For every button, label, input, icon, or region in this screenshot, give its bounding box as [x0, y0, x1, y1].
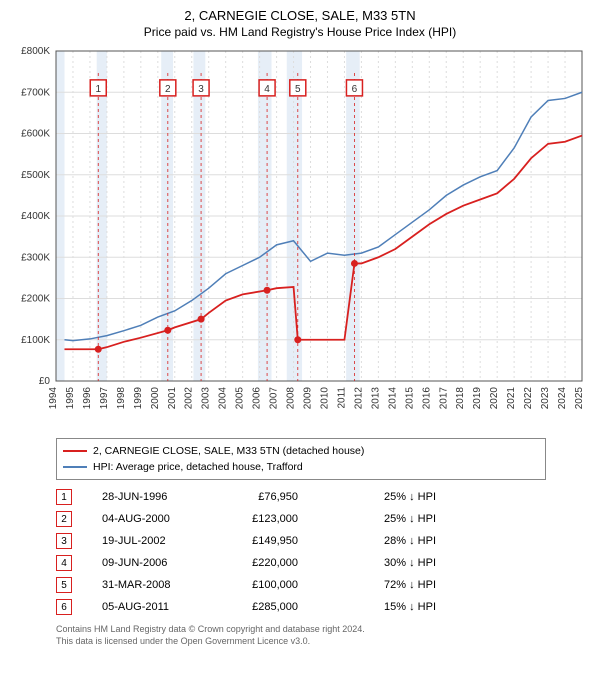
transaction-price: £76,950	[208, 491, 318, 503]
transaction-marker: 5	[56, 577, 72, 593]
svg-text:2017: 2017	[438, 387, 449, 410]
svg-text:4: 4	[264, 84, 270, 95]
legend-item: HPI: Average price, detached house, Traf…	[63, 459, 539, 475]
svg-text:2018: 2018	[455, 387, 466, 410]
table-row: 3 19-JUL-2002 £149,950 28% ↓ HPI	[56, 530, 546, 552]
svg-text:2025: 2025	[574, 387, 585, 410]
svg-text:5: 5	[295, 84, 301, 95]
svg-text:2001: 2001	[167, 387, 178, 410]
svg-text:2009: 2009	[303, 387, 314, 410]
chart-title-address: 2, CARNEGIE CLOSE, SALE, M33 5TN	[10, 8, 590, 23]
svg-text:6: 6	[352, 84, 358, 95]
table-row: 2 04-AUG-2000 £123,000 25% ↓ HPI	[56, 508, 546, 530]
svg-text:£100K: £100K	[21, 335, 50, 346]
transaction-date: 05-AUG-2011	[80, 601, 200, 613]
transaction-date: 28-JUN-1996	[80, 491, 200, 503]
transaction-price: £285,000	[208, 601, 318, 613]
table-row: 4 09-JUN-2006 £220,000 30% ↓ HPI	[56, 552, 546, 574]
transaction-diff: 72% ↓ HPI	[326, 579, 446, 591]
svg-text:2023: 2023	[540, 387, 551, 410]
transaction-marker: 3	[56, 533, 72, 549]
svg-text:2008: 2008	[286, 387, 297, 410]
legend-label: HPI: Average price, detached house, Traf…	[93, 461, 303, 473]
table-row: 1 28-JUN-1996 £76,950 25% ↓ HPI	[56, 486, 546, 508]
svg-text:£600K: £600K	[21, 129, 50, 140]
svg-text:2004: 2004	[218, 387, 229, 410]
svg-text:£300K: £300K	[21, 252, 50, 263]
footer-line: Contains HM Land Registry data © Crown c…	[56, 624, 590, 636]
transaction-diff: 28% ↓ HPI	[326, 535, 446, 547]
price-chart: £0 £100K £200K £300K £400K £500K £600K £700K £80…	[10, 45, 590, 430]
svg-text:1995: 1995	[65, 387, 76, 410]
svg-text:2014: 2014	[387, 387, 398, 410]
svg-text:£500K: £500K	[21, 170, 50, 181]
svg-text:2011: 2011	[336, 387, 347, 409]
svg-text:1997: 1997	[99, 387, 110, 410]
svg-text:1998: 1998	[116, 387, 127, 410]
svg-text:2022: 2022	[523, 387, 534, 410]
transaction-date: 31-MAR-2008	[80, 579, 200, 591]
transaction-marker: 4	[56, 555, 72, 571]
svg-text:£200K: £200K	[21, 294, 50, 305]
svg-text:£0: £0	[39, 376, 51, 387]
table-row: 5 31-MAR-2008 £100,000 72% ↓ HPI	[56, 574, 546, 596]
svg-text:2010: 2010	[319, 387, 330, 410]
transaction-date: 09-JUN-2006	[80, 557, 200, 569]
legend-swatch	[63, 466, 87, 468]
svg-text:2005: 2005	[235, 387, 246, 410]
svg-text:2003: 2003	[201, 387, 212, 410]
transaction-price: £220,000	[208, 557, 318, 569]
svg-text:3: 3	[198, 84, 204, 95]
transaction-price: £100,000	[208, 579, 318, 591]
svg-text:2020: 2020	[489, 387, 500, 410]
svg-text:2024: 2024	[557, 387, 568, 410]
svg-text:2: 2	[165, 84, 171, 95]
legend-item: 2, CARNEGIE CLOSE, SALE, M33 5TN (detach…	[63, 443, 539, 459]
svg-text:2006: 2006	[252, 387, 263, 410]
attribution-footer: Contains HM Land Registry data © Crown c…	[56, 624, 590, 647]
transaction-marker: 2	[56, 511, 72, 527]
transaction-diff: 30% ↓ HPI	[326, 557, 446, 569]
legend-label: 2, CARNEGIE CLOSE, SALE, M33 5TN (detach…	[93, 445, 364, 457]
svg-text:2007: 2007	[269, 387, 280, 410]
transaction-price: £123,000	[208, 513, 318, 525]
transaction-date: 04-AUG-2000	[80, 513, 200, 525]
svg-text:£800K: £800K	[21, 46, 50, 57]
svg-text:£400K: £400K	[21, 211, 50, 222]
svg-text:2002: 2002	[184, 387, 195, 410]
svg-text:2012: 2012	[353, 387, 364, 410]
svg-text:2016: 2016	[421, 387, 432, 410]
chart-legend: 2, CARNEGIE CLOSE, SALE, M33 5TN (detach…	[56, 438, 546, 480]
svg-text:1: 1	[95, 84, 101, 95]
table-row: 6 05-AUG-2011 £285,000 15% ↓ HPI	[56, 596, 546, 618]
svg-text:1999: 1999	[133, 387, 144, 410]
legend-swatch	[63, 450, 87, 452]
transaction-marker: 1	[56, 489, 72, 505]
svg-text:1994: 1994	[48, 387, 59, 410]
svg-text:£700K: £700K	[21, 87, 50, 98]
svg-text:2021: 2021	[506, 387, 517, 410]
chart-title-subtitle: Price paid vs. HM Land Registry's House …	[10, 25, 590, 39]
transaction-marker: 6	[56, 599, 72, 615]
transaction-diff: 25% ↓ HPI	[326, 513, 446, 525]
transaction-date: 19-JUL-2002	[80, 535, 200, 547]
svg-text:2015: 2015	[404, 387, 415, 410]
svg-text:2019: 2019	[472, 387, 483, 410]
transaction-price: £149,950	[208, 535, 318, 547]
transaction-diff: 15% ↓ HPI	[326, 601, 446, 613]
transaction-diff: 25% ↓ HPI	[326, 491, 446, 503]
svg-text:2013: 2013	[370, 387, 381, 410]
transactions-table: 1 28-JUN-1996 £76,950 25% ↓ HPI 2 04-AUG-2000…	[56, 486, 546, 618]
footer-line: This data is licensed under the Open Gov…	[56, 636, 590, 648]
svg-text:2000: 2000	[150, 387, 161, 410]
svg-text:1996: 1996	[82, 387, 93, 410]
